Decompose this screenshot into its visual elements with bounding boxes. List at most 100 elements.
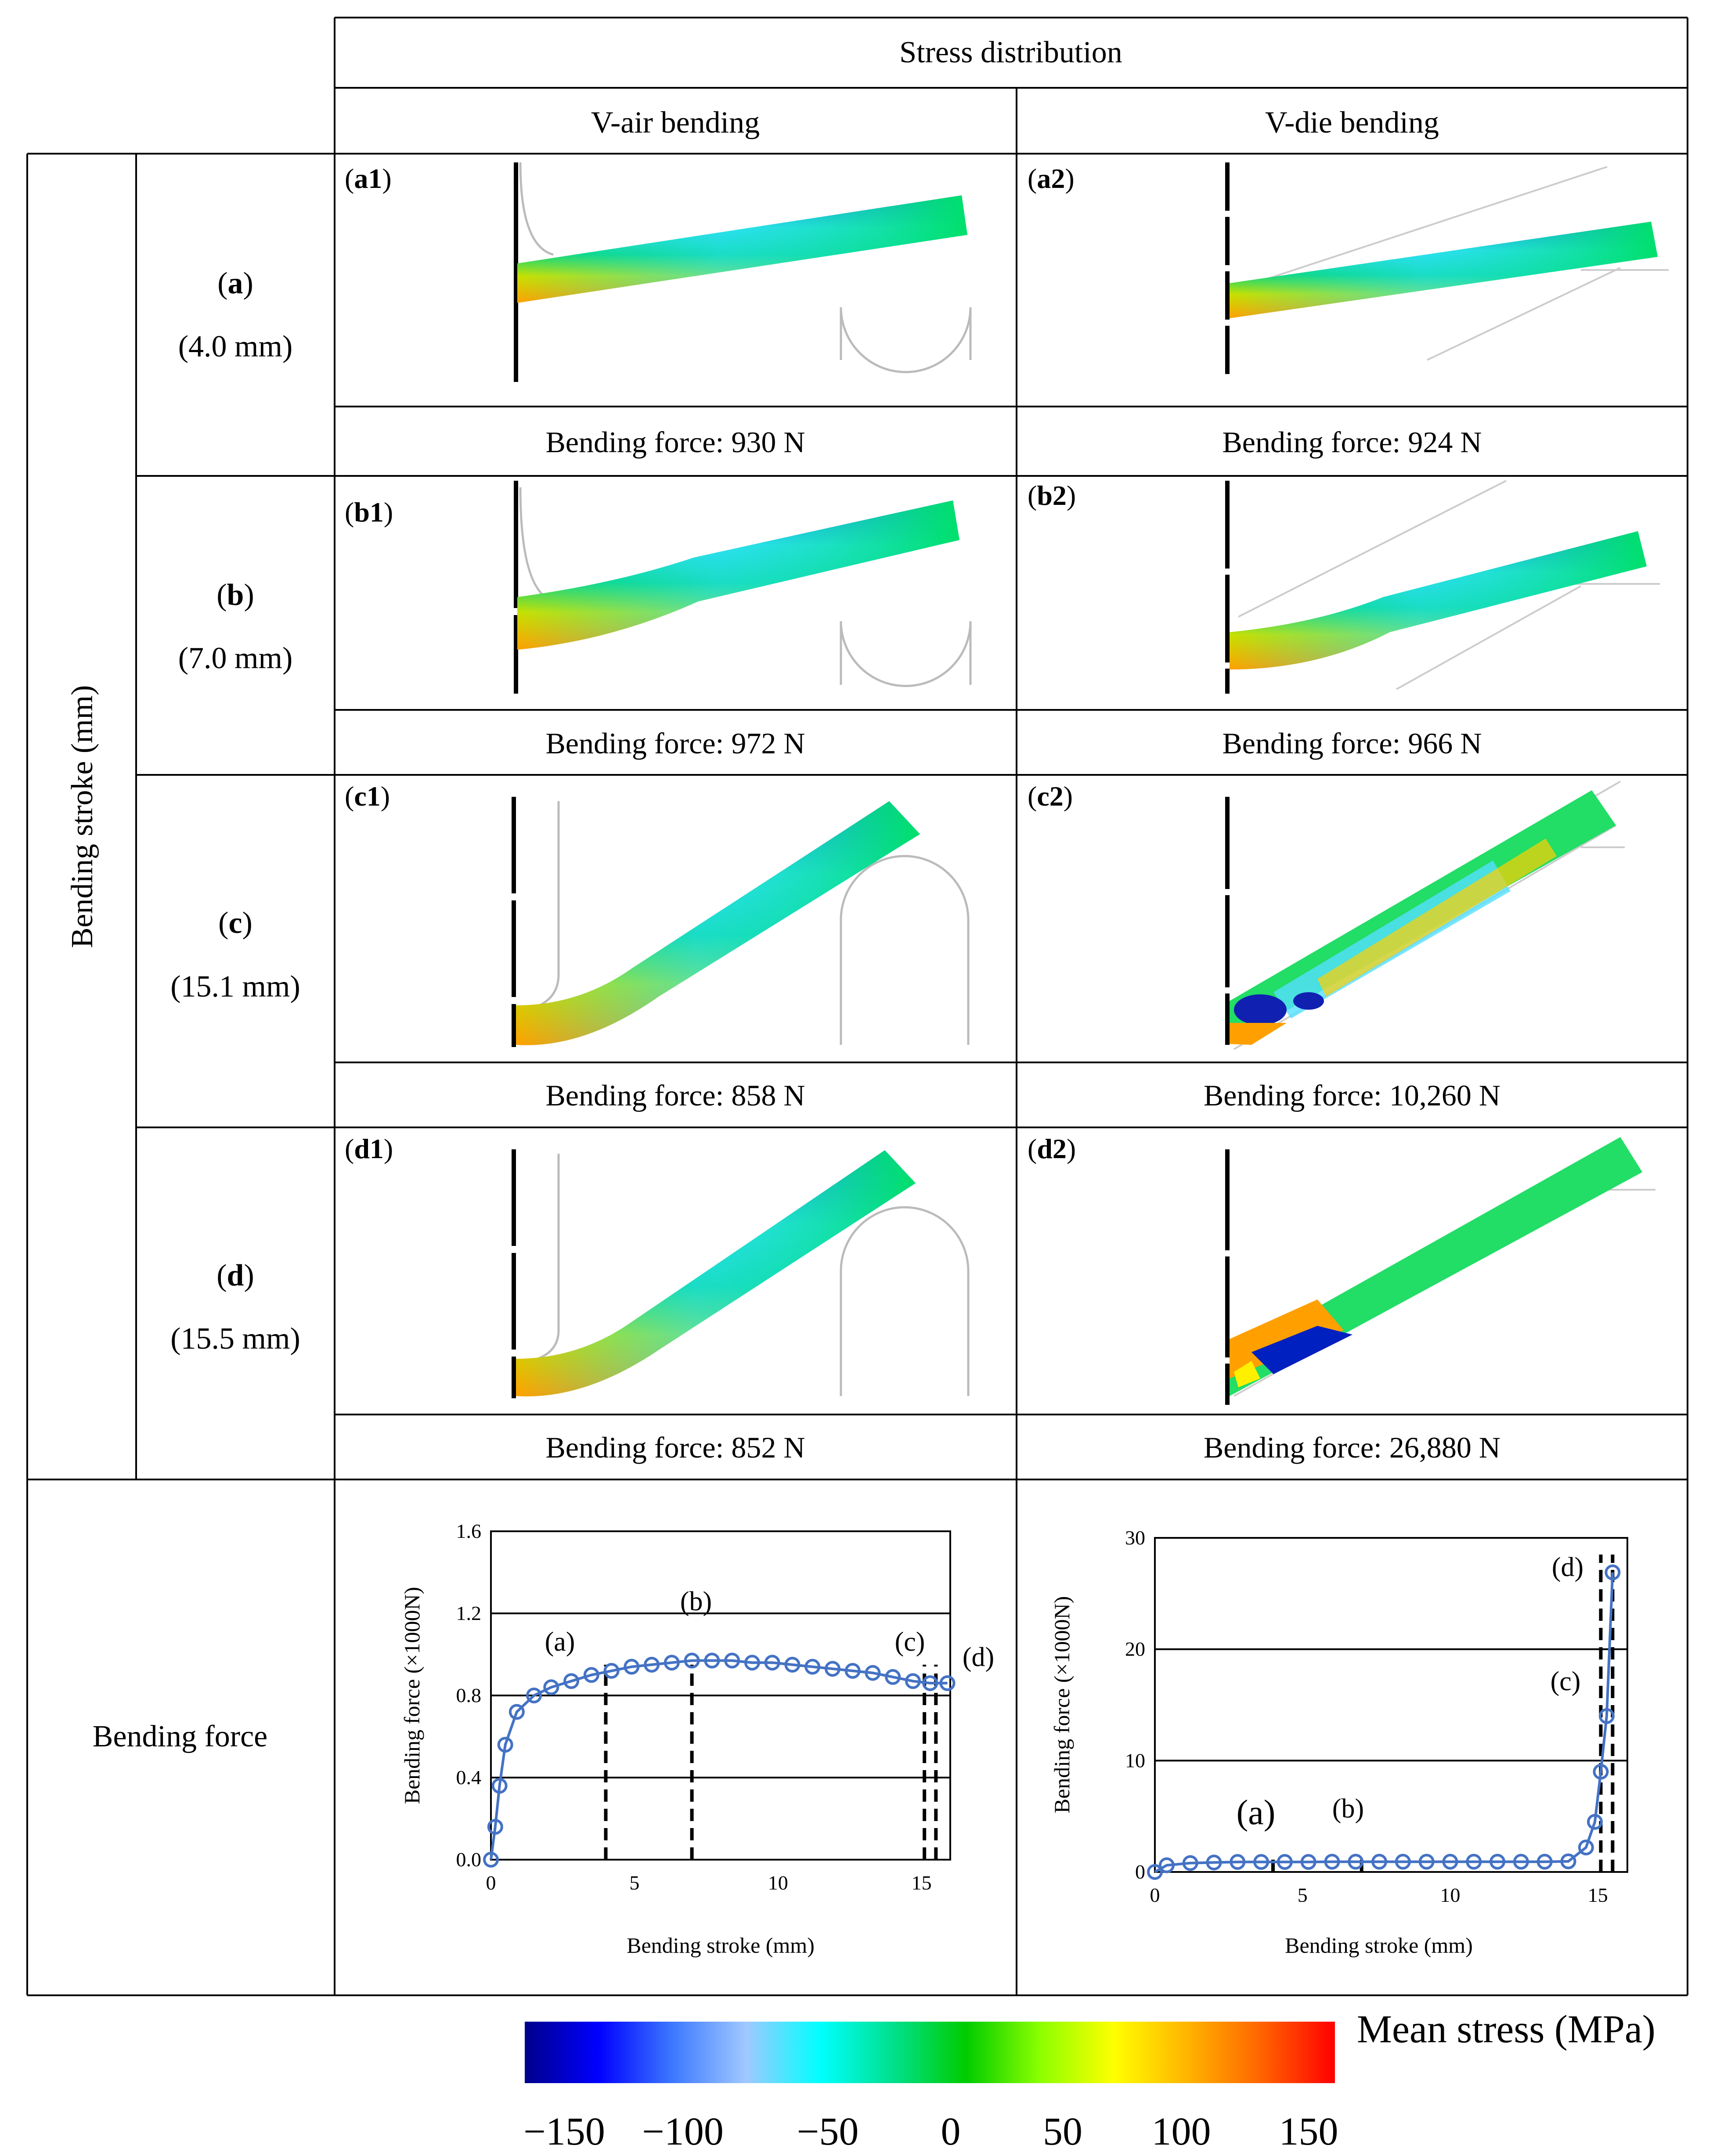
svg-text:(c): (c) [218,906,252,940]
y-tick-label: 0.0 [456,1848,482,1871]
data-point [1578,1839,1594,1856]
data-point [764,1655,780,1671]
header-v-die: V-die bending [1265,106,1439,140]
x-tick-label: 15 [1588,1884,1608,1906]
force-caption-c2: Bending force: 10,260 N [1204,1079,1500,1112]
sim-image-b1 [514,481,972,694]
panel-label-a2: (a2) [1028,163,1075,194]
data-point [784,1656,801,1673]
force-caption-d2: Bending force: 26,880 N [1204,1431,1500,1464]
data-point [1593,1764,1609,1780]
data-point [885,1669,901,1685]
x-tick-label: 10 [768,1872,788,1894]
y-axis-label: Bending force (×1000N) [400,1587,424,1804]
data-point [922,1675,938,1691]
data-point [1442,1854,1458,1870]
chart-annotation: (c) [1551,1666,1581,1696]
row-letter: b [227,578,244,612]
colorbar-tick-label: −150 [523,2110,605,2153]
y-tick-label: 0.4 [456,1766,482,1789]
y-tick-label: 0 [1135,1861,1145,1883]
data-point [804,1659,821,1675]
colorbar-tick-label: 100 [1152,2110,1211,2153]
data-point [844,1663,861,1679]
svg-text:(a): (a) [217,266,253,300]
data-point [1598,1708,1615,1724]
data-point [526,1688,542,1703]
colorbar: Mean stress (MPa) −150 −100 −50 0 50 100 150 [523,2008,1655,2153]
sim-image-c2 [1225,781,1625,1050]
plot-frame [1154,1537,1628,1873]
data-point [684,1652,700,1669]
chart-v-die: 0 10 20 30 0 5 10 15 Bending stroke (mm) Bendi… [1049,1526,1628,1958]
chart-annotation: (c) [895,1627,925,1657]
y-tick-label: 1.2 [456,1602,482,1624]
colorbar-tick-label: 50 [1043,2110,1082,2153]
row-letter: d [227,1259,244,1292]
force-caption-a1: Bending force: 930 N [545,425,805,459]
panel-label-c2: (c2) [1028,781,1073,812]
row-stroke: (4.0 mm) [178,330,293,364]
data-point [563,1673,580,1689]
svg-text:(b): (b) [216,578,254,612]
series-line [1154,1572,1614,1873]
data-point [483,1852,499,1868]
data-point [1536,1854,1553,1870]
data-point [491,1778,508,1794]
x-tick-label: 15 [912,1872,932,1894]
colorbar-tick-label: 0 [941,2110,961,2153]
y-axis-label: Bending force (×1000N) [1049,1596,1074,1814]
row-letter: a [228,266,243,300]
data-point [1277,1854,1293,1870]
data-point [1605,1564,1621,1580]
series-line [490,1659,948,1860]
panel-label-c1: (c1) [345,781,390,812]
force-caption-b2: Bending force: 966 N [1222,727,1482,760]
data-point [508,1704,525,1720]
header-v-air: V-air bending [591,106,760,140]
data-point [1466,1854,1482,1870]
row-label-a: (a) (4.0 mm) [178,266,293,364]
colorbar-ramp [525,2022,1335,2083]
chart-annotation: (d) [1552,1552,1583,1582]
data-point [1230,1854,1246,1870]
data-point [603,1663,620,1679]
force-row-label: Bending force [93,1720,267,1753]
y-tick-label: 10 [1125,1749,1145,1771]
data-point [1418,1854,1435,1870]
data-point [1513,1854,1529,1870]
y-tick-label: 30 [1125,1526,1145,1549]
data-point [624,1659,640,1675]
chart-annotation: (a) [1237,1793,1276,1832]
row-stroke: (15.1 mm) [170,970,300,1004]
row-label-c: (c) (15.1 mm) [170,906,300,1004]
data-point [865,1665,881,1681]
y-tick-label: 1.6 [456,1520,482,1542]
force-caption-b1: Bending force: 972 N [545,727,805,760]
data-point [664,1655,680,1671]
data-point [1587,1814,1603,1830]
row-label-b: (b) (7.0 mm) [178,578,293,675]
data-point [497,1737,513,1753]
data-point [1300,1854,1316,1870]
panel-label-d2: (d2) [1028,1133,1076,1164]
colorbar-tick-label: −100 [642,2110,724,2153]
x-axis-label: Bending stroke (mm) [627,1933,815,1958]
force-caption-a2: Bending force: 924 N [1222,425,1482,459]
data-point [1324,1854,1340,1870]
sim-image-d2 [1225,1137,1655,1405]
data-point [1489,1854,1506,1870]
panel-label-d1: (d1) [345,1133,393,1164]
row-letter: c [228,906,242,940]
sim-image-d1 [512,1149,970,1398]
colorbar-title: Mean stress (MPa) [1357,2008,1655,2051]
chart-v-air: 0.0 0.4 0.8 1.2 1.6 0 5 10 15 Bending stroke (m… [400,1520,994,1958]
x-tick-label: 5 [629,1872,639,1894]
data-point [487,1819,503,1835]
force-caption-c1: Bending force: 858 N [545,1079,805,1112]
sim-image-c1 [512,797,970,1047]
chart-annotation: (d) [963,1642,994,1672]
data-point [1560,1853,1576,1869]
y-tick-label: 20 [1125,1638,1145,1660]
